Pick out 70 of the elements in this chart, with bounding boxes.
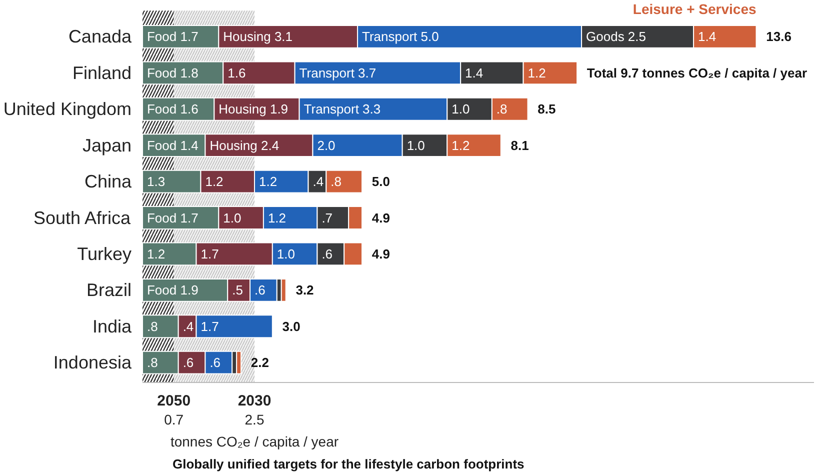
data-label: .8 bbox=[330, 174, 342, 190]
x-tick-label: 0.7 bbox=[164, 412, 184, 428]
total-label: 4.9 bbox=[372, 246, 390, 262]
data-label: Goods 2.5 bbox=[586, 29, 646, 44]
data-label: 1.3 bbox=[146, 174, 166, 190]
data-label: 1.2 bbox=[268, 210, 286, 226]
total-label: 13.6 bbox=[766, 29, 792, 44]
data-label: 2.0 bbox=[317, 138, 336, 153]
total-label: Total 9.7 tonnes CO₂e / capita / year bbox=[586, 65, 808, 80]
y-tick-label: Indonesia bbox=[53, 352, 132, 373]
data-label: .5 bbox=[232, 282, 243, 298]
data-label: .6 bbox=[322, 246, 333, 262]
series-label: Leisure + Services bbox=[632, 0, 756, 17]
total-label: 5.0 bbox=[372, 174, 390, 190]
data-label: Housing 3.1 bbox=[223, 29, 293, 44]
data-label: 1.4 bbox=[698, 29, 716, 44]
data-label: 1.2 bbox=[146, 246, 166, 262]
data-label: 1.2 bbox=[452, 138, 470, 153]
data-label: 1.7 bbox=[200, 318, 219, 334]
data-label: .8 bbox=[146, 318, 158, 334]
data-label: .6 bbox=[254, 282, 266, 298]
data-label: Food 1.4 bbox=[146, 138, 198, 153]
total-label: 8.5 bbox=[538, 102, 556, 117]
x-tick-label: 2.5 bbox=[244, 412, 264, 428]
data-label: Housing 2.4 bbox=[210, 138, 280, 153]
band-label: 2050 bbox=[157, 392, 191, 410]
text: Globally unified targets for the lifestyle carbon footprints bbox=[172, 456, 524, 472]
data-label: .6 bbox=[182, 355, 194, 370]
data-label: Food 1.7 bbox=[146, 29, 198, 44]
data-label: 1.2 bbox=[528, 65, 546, 80]
bar bbox=[280, 278, 286, 302]
total-label: 8.1 bbox=[510, 138, 529, 153]
data-label: Food 1.9 bbox=[146, 282, 198, 298]
y-tick-label: Japan bbox=[82, 135, 132, 156]
y-tick-label: Brazil bbox=[86, 280, 132, 300]
data-label: Transport 3.3 bbox=[304, 102, 381, 117]
data-label: 1.4 bbox=[465, 65, 484, 80]
data-label: .7 bbox=[322, 210, 333, 226]
data-label: 1.2 bbox=[258, 174, 278, 190]
band-label: 2030 bbox=[238, 392, 272, 410]
data-label: Food 1.7 bbox=[146, 210, 198, 226]
data-label: .4 bbox=[312, 174, 324, 190]
data-label: Transport 5.0 bbox=[362, 29, 439, 44]
data-label: .8 bbox=[496, 102, 508, 117]
y-tick-label: China bbox=[84, 172, 132, 192]
data-label: 1.0 bbox=[223, 210, 242, 226]
data-label: Food 1.8 bbox=[146, 65, 198, 80]
data-label: .6 bbox=[210, 355, 221, 370]
total-label: 2.2 bbox=[250, 355, 269, 370]
data-label: 1.0 bbox=[452, 102, 470, 117]
data-label: 1.7 bbox=[200, 246, 219, 262]
total-label: 4.9 bbox=[372, 210, 390, 226]
y-tick-label: Finland bbox=[72, 62, 132, 83]
y-tick-label: United Kingdom bbox=[3, 99, 132, 120]
data-label: 1.0 bbox=[276, 246, 295, 262]
data-label: Food 1.6 bbox=[146, 102, 198, 117]
y-tick-label: India bbox=[92, 316, 132, 336]
total-label: 3.0 bbox=[282, 318, 300, 334]
data-label: 1.2 bbox=[205, 174, 224, 190]
y-tick-label: South Africa bbox=[33, 208, 132, 228]
data-label: Housing 1.9 bbox=[218, 102, 288, 117]
data-label: 1.6 bbox=[228, 65, 246, 80]
y-tick-label: Canada bbox=[68, 26, 132, 47]
data-label: 1.0 bbox=[406, 138, 425, 153]
data-label: Transport 3.7 bbox=[299, 65, 376, 80]
total-label: 3.2 bbox=[296, 282, 314, 298]
data-label: .8 bbox=[146, 355, 158, 370]
y-tick-label: Turkey bbox=[77, 244, 132, 264]
text: tonnes CO₂e / capita / year bbox=[170, 434, 339, 450]
data-label: .4 bbox=[182, 318, 194, 334]
